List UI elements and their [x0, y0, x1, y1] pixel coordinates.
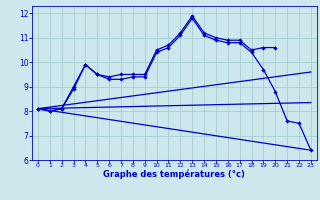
- X-axis label: Graphe des températures (°c): Graphe des températures (°c): [103, 170, 245, 179]
